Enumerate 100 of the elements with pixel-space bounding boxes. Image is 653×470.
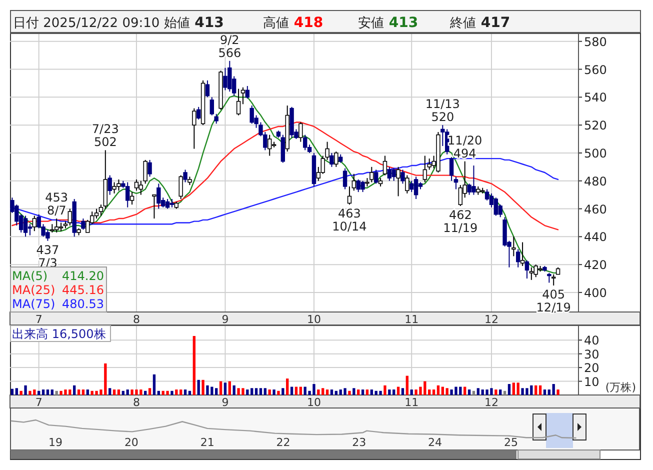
y-tick-label: 520 [584, 118, 607, 133]
candlestick [396, 166, 400, 197]
bar [86, 390, 89, 395]
bar [322, 388, 324, 395]
bar [24, 385, 27, 395]
candlestick [352, 173, 356, 192]
bar [548, 390, 550, 395]
candlestick [23, 215, 28, 238]
chart-title: 出来高 16,500株 [12, 327, 106, 341]
bar [472, 390, 476, 395]
candlestick [205, 80, 210, 98]
bar [326, 390, 329, 395]
y-tick-label: 440 [584, 230, 607, 244]
candlestick [512, 236, 516, 257]
candlestick [374, 169, 378, 184]
bar [192, 336, 196, 395]
bar [361, 390, 364, 395]
bar [112, 390, 116, 395]
annotation: 7/23 502 [92, 122, 119, 150]
y-tick-label: 30 [584, 347, 600, 362]
bar [215, 388, 218, 395]
bar [42, 390, 45, 395]
annotation: 462 11/19 [443, 208, 478, 235]
candlestick [484, 188, 490, 201]
bar [148, 388, 152, 395]
bar [476, 388, 480, 395]
annotation: 480.53 [62, 297, 104, 311]
x-tick-label: 24 [428, 436, 442, 449]
candlestick [302, 134, 308, 151]
bar [166, 390, 169, 395]
candlestick [547, 272, 552, 284]
candlestick [422, 155, 428, 183]
candlestick [414, 176, 418, 200]
candlestick [342, 168, 348, 190]
bar [330, 390, 334, 395]
bar [348, 390, 351, 395]
bar [388, 390, 391, 395]
bar [184, 390, 187, 395]
x-tick-label: 22 [276, 436, 290, 449]
bar [82, 390, 85, 395]
bar [117, 390, 120, 395]
annotation: 405 12/19 [536, 287, 571, 314]
y-tick-label: 560 [584, 62, 607, 77]
candlestick [516, 248, 520, 268]
bar [499, 390, 502, 395]
x-tick-label: 8 [132, 396, 140, 409]
candlestick [236, 88, 241, 116]
bar [197, 380, 200, 395]
y-tick-label: 40 [584, 334, 600, 348]
bar [534, 385, 538, 395]
bar [344, 388, 346, 395]
candlestick [94, 208, 99, 220]
candlestick [529, 266, 534, 280]
x-tick-label: 7 [35, 396, 42, 409]
candlestick [178, 174, 183, 200]
bar [46, 390, 50, 395]
annotation: 453 8/7 [45, 190, 68, 218]
bar [20, 390, 22, 395]
candlestick [298, 122, 303, 142]
chart-title: 日付 2025/12/22 09:10 始値 413 高値 418 安値 413 終値 417 [13, 15, 510, 31]
candlestick [267, 134, 272, 156]
candlestick [214, 113, 218, 124]
x-tick-label: 23 [352, 436, 366, 449]
text: MA(5) [12, 269, 48, 283]
candlestick [156, 183, 161, 210]
bar [157, 390, 160, 395]
annotation: 414.20 [62, 269, 104, 283]
y-axis-title: (万株) [605, 381, 636, 394]
candlestick [148, 159, 152, 178]
y-tick-label: 20 [584, 361, 600, 376]
bar [188, 390, 192, 395]
candlestick [449, 156, 454, 182]
bar [432, 390, 436, 395]
bar [38, 390, 40, 395]
text: MA(75) [12, 297, 56, 311]
x-tick-label: 12 [484, 396, 498, 409]
annotation: 9/2 566 [218, 32, 242, 60]
bar [401, 388, 404, 395]
candlestick [134, 178, 139, 192]
bar [538, 385, 542, 395]
candlestick [165, 198, 170, 210]
candlestick [454, 176, 458, 190]
bar [246, 390, 249, 395]
candlestick [81, 218, 86, 230]
bar [379, 390, 382, 395]
bar [264, 388, 266, 395]
candlestick [280, 134, 286, 164]
candlestick [458, 184, 463, 206]
bar [441, 386, 444, 395]
x-tick-label: 10 [306, 313, 321, 326]
bar [232, 385, 236, 395]
bar [468, 390, 471, 395]
bar [357, 390, 360, 395]
candlestick [32, 215, 37, 232]
bar [108, 388, 112, 395]
bar [428, 390, 431, 395]
bar [50, 390, 54, 395]
bar [508, 384, 511, 395]
bar [277, 390, 280, 395]
candlestick [240, 86, 246, 105]
